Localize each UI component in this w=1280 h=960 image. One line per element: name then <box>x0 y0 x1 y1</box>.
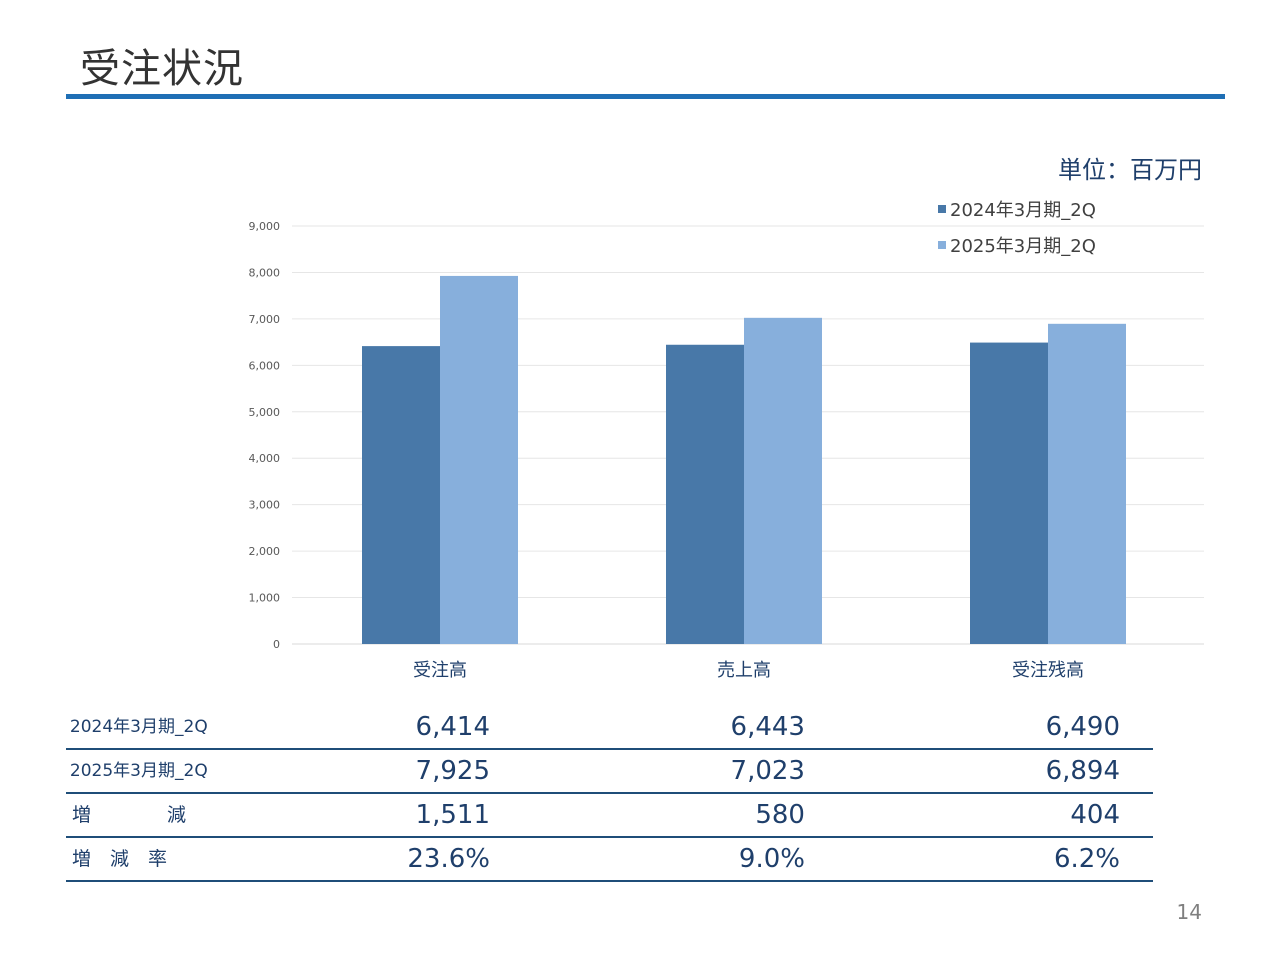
table-cell: 1,511 <box>211 793 490 838</box>
table-cell: 9.0% <box>489 837 805 882</box>
y-tick-label: 1,000 <box>249 592 281 605</box>
unit-label: 単位：百万円 <box>1058 156 1202 184</box>
table-cell: 6,414 <box>211 706 490 750</box>
row-label: 2025年3月期_2Q <box>66 749 212 794</box>
x-category-label: 受注残高 <box>1012 660 1084 681</box>
table-cell: 6,490 <box>804 706 1153 750</box>
x-axis-labels: 受注高 売上高 受注残高 <box>413 660 1084 681</box>
table-cell: 6,443 <box>489 706 805 750</box>
chart-legend: 2024年3月期_2Q 2025年3月期_2Q <box>938 200 1096 257</box>
legend-swatch <box>938 205 946 213</box>
table-row: 2024年3月期_2Q 6,414 6,443 6,490 <box>66 706 1153 750</box>
table-row: 増 減 率 23.6% 9.0% 6.2% <box>66 837 1153 882</box>
row-label: 増 減 率 <box>66 837 212 882</box>
title-underline <box>66 94 1225 99</box>
table-cell: 6,894 <box>804 749 1153 794</box>
y-tick-label: 8,000 <box>249 266 281 279</box>
bar <box>666 344 744 644</box>
table-cell: 7,925 <box>211 749 490 794</box>
x-category-label: 売上高 <box>717 660 771 681</box>
y-tick-label: 3,000 <box>249 499 281 512</box>
page-title: 受注状況 <box>80 46 244 92</box>
y-tick-label: 0 <box>273 638 280 651</box>
y-tick-label: 4,000 <box>249 452 281 465</box>
page-number: 14 <box>1176 900 1202 924</box>
table-row: 増 減 1,511 580 404 <box>66 793 1153 838</box>
row-label: 増 減 <box>66 793 212 838</box>
legend-swatch <box>938 241 946 249</box>
y-tick-label: 6,000 <box>249 359 281 372</box>
table-cell: 404 <box>804 793 1153 838</box>
row-label: 2024年3月期_2Q <box>66 706 212 750</box>
x-category-label: 受注高 <box>413 660 467 681</box>
y-tick-label: 9,000 <box>249 220 281 233</box>
y-axis-labels: 0 1,000 2,000 3,000 4,000 5,000 6,000 7,000 8,00… <box>249 220 281 651</box>
legend-label: 2024年3月期_2Q <box>950 200 1096 221</box>
table-row: 2025年3月期_2Q 7,925 7,023 6,894 <box>66 749 1153 794</box>
legend-label: 2025年3月期_2Q <box>950 236 1096 257</box>
bar <box>970 342 1048 644</box>
chart-bars <box>362 275 1126 644</box>
y-tick-label: 7,000 <box>249 313 281 326</box>
table-cell: 6.2% <box>804 837 1153 882</box>
bar <box>1048 323 1126 644</box>
data-table: 2024年3月期_2Q 6,414 6,443 6,490 2025年3月期_2… <box>66 706 1153 882</box>
bar-chart: 0 1,000 2,000 3,000 4,000 5,000 6,000 7,000 8,00… <box>249 200 1204 681</box>
y-tick-label: 2,000 <box>249 545 281 558</box>
bar <box>744 317 822 644</box>
table-cell: 7,023 <box>489 749 805 794</box>
table-cell: 23.6% <box>211 837 490 882</box>
y-tick-label: 5,000 <box>249 406 281 419</box>
table-cell: 580 <box>489 793 805 838</box>
bar <box>362 346 440 644</box>
bar <box>440 275 518 644</box>
